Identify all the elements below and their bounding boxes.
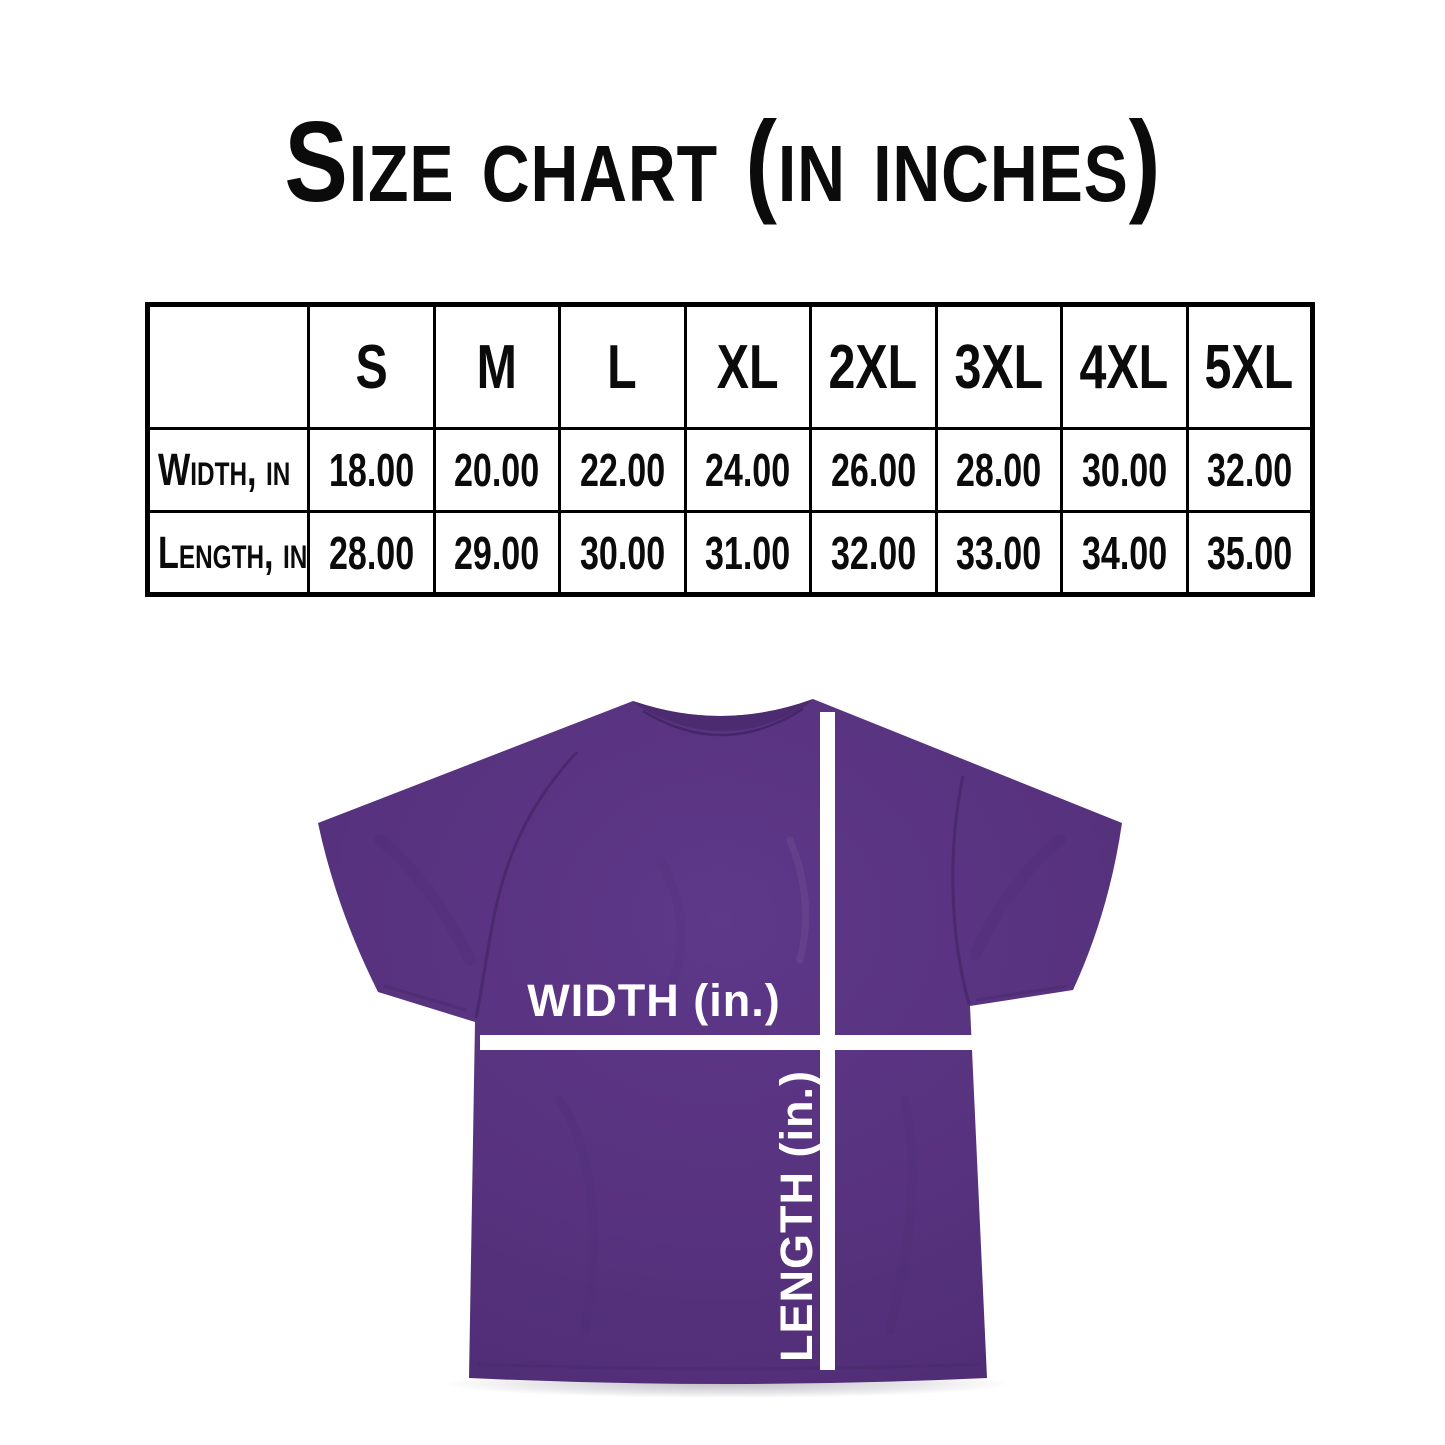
width-value-cell: 26.00 xyxy=(809,427,938,513)
table-row-width: Width, in 18.00 20.00 22.00 24.00 26.00 … xyxy=(146,427,1314,513)
fabric-seams xyxy=(383,750,1068,1371)
size-table: S M L XL 2XL 3XL 4XL 5XL Width, in 18.00… xyxy=(145,302,1315,597)
width-value: 24.00 xyxy=(705,444,791,496)
row-label-cell: Length, in xyxy=(146,510,310,596)
length-measure-line xyxy=(820,712,835,1370)
length-value: 28.00 xyxy=(328,526,414,579)
size-header-cell-s: S xyxy=(307,303,436,430)
length-value-cell: 28.00 xyxy=(307,510,436,596)
length-value: 32.00 xyxy=(830,526,916,579)
size-header-label: M xyxy=(476,332,517,402)
length-label: LENGTH (in.) xyxy=(771,1070,822,1362)
length-value: 34.00 xyxy=(1081,526,1167,579)
length-value-cell: 33.00 xyxy=(934,510,1063,596)
table-row-length: Length, in 28.00 29.00 30.00 31.00 32.00… xyxy=(146,510,1314,596)
width-value-cell: 30.00 xyxy=(1060,427,1189,513)
length-value-cell: 35.00 xyxy=(1185,510,1314,596)
row-label-cell: Width, in xyxy=(146,427,310,513)
width-value: 18.00 xyxy=(328,444,414,496)
length-value: 31.00 xyxy=(705,526,791,579)
size-header-cell-5xl: 5XL xyxy=(1185,303,1314,430)
width-value-cell: 20.00 xyxy=(432,427,561,513)
width-value: 30.00 xyxy=(1081,444,1167,496)
size-header-label: XL xyxy=(716,332,779,402)
length-value-cell: 30.00 xyxy=(558,510,687,596)
length-value-cell: 29.00 xyxy=(432,510,561,596)
size-header-label: 5XL xyxy=(1204,332,1294,402)
size-header-cell-l: L xyxy=(558,303,687,430)
fabric-shading xyxy=(374,834,1066,1335)
width-value-cell: 22.00 xyxy=(558,427,687,513)
corner-cell xyxy=(146,303,310,430)
size-header-cell-xl: XL xyxy=(683,303,812,430)
size-header-cell-4xl: 4XL xyxy=(1060,303,1189,430)
width-measure-line xyxy=(480,1035,974,1050)
width-value: 26.00 xyxy=(830,444,916,496)
size-header-cell-3xl: 3XL xyxy=(934,303,1063,430)
row-label: Width, in xyxy=(158,444,291,495)
width-value-cell: 32.00 xyxy=(1185,427,1314,513)
length-value: 33.00 xyxy=(956,526,1042,579)
length-value-cell: 34.00 xyxy=(1060,510,1189,596)
width-value-cell: 18.00 xyxy=(307,427,436,513)
length-value: 30.00 xyxy=(579,526,665,579)
collar-band xyxy=(633,699,813,732)
width-value: 22.00 xyxy=(579,444,665,496)
page-title-text: Size chart (in inches) xyxy=(284,97,1161,226)
size-header-label: L xyxy=(607,332,638,402)
length-value: 29.00 xyxy=(454,526,540,579)
width-label: WIDTH (in.) xyxy=(527,975,780,1026)
length-value-cell: 31.00 xyxy=(683,510,812,596)
size-header-label: 3XL xyxy=(954,332,1044,402)
row-label: Length, in xyxy=(158,526,308,578)
width-value: 32.00 xyxy=(1206,444,1292,496)
size-header-label: 2XL xyxy=(828,332,918,402)
collar-seam xyxy=(642,707,804,737)
page-title: Size chart (in inches) xyxy=(0,98,1445,227)
size-header-label: S xyxy=(355,332,388,402)
width-value-cell: 28.00 xyxy=(934,427,1063,513)
length-value-cell: 32.00 xyxy=(809,510,938,596)
length-value: 35.00 xyxy=(1206,526,1292,579)
size-header-label: 4XL xyxy=(1079,332,1169,402)
width-value: 20.00 xyxy=(454,444,540,496)
size-header-cell-m: M xyxy=(432,303,561,430)
size-header-row: S M L XL 2XL 3XL 4XL 5XL xyxy=(146,303,1314,430)
size-header-cell-2xl: 2XL xyxy=(809,303,938,430)
width-value-cell: 24.00 xyxy=(683,427,812,513)
width-value: 28.00 xyxy=(956,444,1042,496)
